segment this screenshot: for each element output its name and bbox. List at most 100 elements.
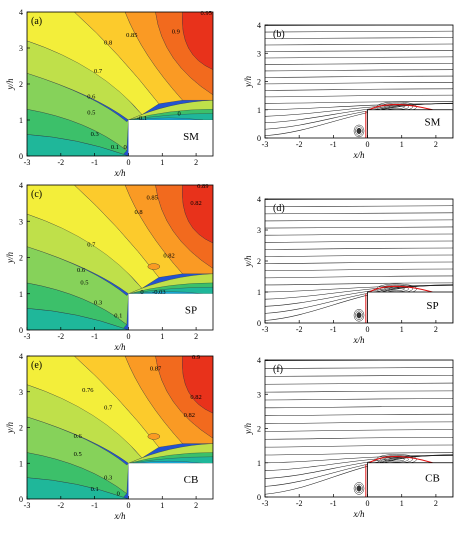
contour-label: 0: [178, 111, 181, 118]
contour-label: 0.82: [184, 412, 195, 419]
contour-label: 0.8: [135, 209, 143, 216]
model-label: SM: [425, 116, 441, 128]
streamline: [265, 75, 453, 78]
y-tick-label: 4: [19, 352, 23, 361]
contour-label: 0.5: [87, 110, 95, 117]
y-tick-label: 1: [19, 290, 23, 299]
step-body: [128, 293, 213, 330]
y-tick-label: 4: [257, 21, 261, 30]
streamline: [265, 254, 453, 257]
contour-label: 0: [117, 490, 120, 497]
contour-label: 0.3: [104, 474, 112, 481]
streamline: [265, 43, 453, 46]
streamline: [265, 219, 453, 222]
x-tick-label: 1: [160, 332, 164, 341]
y-tick-label: 0: [19, 326, 23, 335]
y-tick-label: 1: [257, 106, 261, 115]
contour-band: [27, 416, 129, 494]
streamline: [265, 103, 453, 111]
streamline: [265, 261, 453, 264]
streamline: [265, 367, 453, 369]
contour-label: 0.82: [163, 253, 174, 260]
y-tick-label: 0: [257, 319, 261, 328]
corner-vortex: [356, 485, 362, 492]
streamline: [265, 101, 453, 104]
y-tick-label: 4: [19, 8, 23, 17]
y-tick-label: 1: [257, 288, 261, 297]
streamline: [265, 275, 453, 279]
x-tick-label: -2: [57, 332, 64, 341]
x-tick-label: -3: [24, 501, 31, 510]
wake-band: [133, 117, 203, 121]
y-tick-label: 2: [19, 254, 23, 263]
x-tick-label: 2: [194, 158, 198, 167]
x-tick-label: 2: [434, 140, 438, 149]
corner-vortex: [355, 126, 363, 136]
x-tick-label: -1: [91, 332, 98, 341]
contour-label: 0.8: [104, 39, 112, 46]
y-tick-label: 4: [257, 356, 261, 365]
contour-bubble: [147, 433, 161, 440]
y-tick-label: 0: [257, 493, 261, 502]
streamline: [265, 452, 453, 456]
contour-label: 0.82: [190, 200, 201, 207]
recirculation-loop: [388, 286, 405, 291]
x-tick-label: -1: [91, 501, 98, 510]
y-tick-label: 4: [19, 181, 23, 190]
streamline-field: [265, 199, 453, 323]
y-tick-label: 3: [19, 44, 23, 53]
streamline: [265, 62, 453, 65]
contour-field: [27, 12, 213, 156]
streamline: [265, 374, 453, 377]
y-tick-label: 1: [257, 459, 261, 468]
step-body: [367, 291, 453, 323]
streamline: [265, 212, 453, 215]
y-tick-label: 3: [257, 49, 261, 58]
x-tick-label: -1: [330, 140, 337, 149]
streamline: [265, 82, 453, 85]
y-axis-label: y/h: [243, 76, 253, 88]
panel-d: (d) SP -3 -2 -1 0 1 2 0 1 2 3 4 x/h y/h: [243, 195, 454, 345]
contour-label: 0.6: [77, 267, 86, 274]
contour-label: 0.76: [82, 387, 94, 394]
model-label: SP: [426, 300, 438, 312]
y-tick-label: 2: [19, 424, 23, 433]
y-tick-label: 3: [19, 217, 23, 226]
contour-label: -0.03: [152, 289, 166, 296]
y-axis-label: y/h: [5, 78, 15, 90]
contour-band: [27, 246, 129, 325]
x-axis-label: x/h: [114, 168, 126, 178]
x-tick-label: 0: [366, 325, 370, 334]
streamline: [265, 268, 453, 272]
y-axis-label: y/h: [243, 255, 253, 267]
streamline: [265, 398, 453, 401]
y-tick-label: 2: [257, 425, 261, 434]
y-tick-label: 0: [257, 134, 261, 143]
streamline: [265, 56, 453, 59]
corner-vortex: [353, 482, 365, 495]
corner-vortex: [356, 312, 362, 319]
model-label: CB: [184, 474, 199, 486]
panel-tag: (a): [31, 16, 42, 27]
panel-b: (b) SM -3 -2 -1 0 1 2 0 1 2 3 4 x/h y/h: [243, 21, 454, 160]
streamline: [265, 226, 453, 229]
y-axis-label: y/h: [5, 252, 15, 264]
panel-tag: (c): [31, 189, 42, 200]
x-axis-label: x/h: [114, 342, 126, 352]
x-tick-label: 1: [400, 140, 404, 149]
contour-label: 0.89: [197, 183, 208, 190]
contour-label: 0.5: [74, 451, 82, 458]
contour-label: 0.6: [74, 433, 83, 440]
streamline: [265, 421, 453, 424]
contour-label: 0.82: [190, 394, 201, 401]
contour-label: 0.85: [126, 32, 137, 39]
x-axis-label: x/h: [353, 335, 365, 345]
x-tick-label: 0: [366, 499, 370, 508]
x-tick-label: -2: [296, 499, 303, 508]
contour-label: 0.7: [104, 405, 113, 412]
x-tick-label: -1: [330, 499, 337, 508]
y-tick-label: 0: [19, 152, 23, 161]
x-tick-label: 0: [126, 332, 130, 341]
contour-bubble: [147, 263, 161, 270]
contour-label: 0.3: [94, 300, 102, 307]
